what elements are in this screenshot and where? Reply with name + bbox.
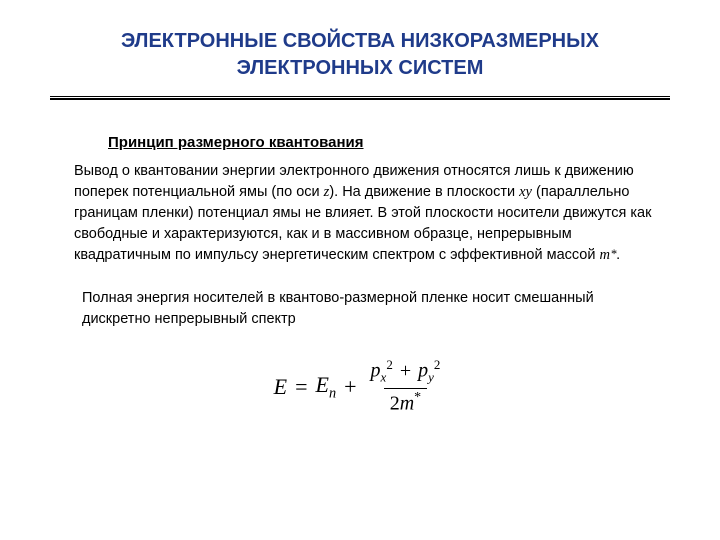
effective-mass-symbol: m* (600, 247, 617, 263)
fraction-denominator: 2m* (384, 388, 427, 416)
title-divider (50, 96, 670, 100)
p1-text-2: ). На движение в плоскости (329, 184, 519, 200)
formula-E: E (274, 374, 287, 400)
formula-equals: = (295, 374, 307, 400)
slide-title: ЭЛЕКТРОННЫЕ СВОЙСТВА НИЗКОРАЗМЕРНЫХ ЭЛЕК… (0, 0, 720, 82)
formula-plus: + (344, 374, 356, 400)
mass-star: * (611, 247, 617, 261)
formula-En: En (316, 372, 337, 402)
paragraph-2: Полная энергия носителей в квантово-разм… (82, 288, 656, 330)
var-xy: xy (519, 184, 532, 200)
section-heading: Принцип размерного квантования (108, 134, 720, 151)
paragraph-1: Вывод о квантовании энергии электронного… (74, 161, 656, 266)
fraction-numerator: px2 + py2 (365, 358, 447, 388)
mass-m: m (600, 247, 610, 263)
energy-formula: E = En + px2 + py2 2m* (0, 358, 720, 415)
title-line-1: ЭЛЕКТРОННЫЕ СВОЙСТВА НИЗКОРАЗМЕРНЫХ (121, 30, 599, 52)
formula-fraction: px2 + py2 2m* (365, 358, 447, 415)
title-line-2: ЭЛЕКТРОННЫХ СИСТЕМ (237, 57, 484, 79)
